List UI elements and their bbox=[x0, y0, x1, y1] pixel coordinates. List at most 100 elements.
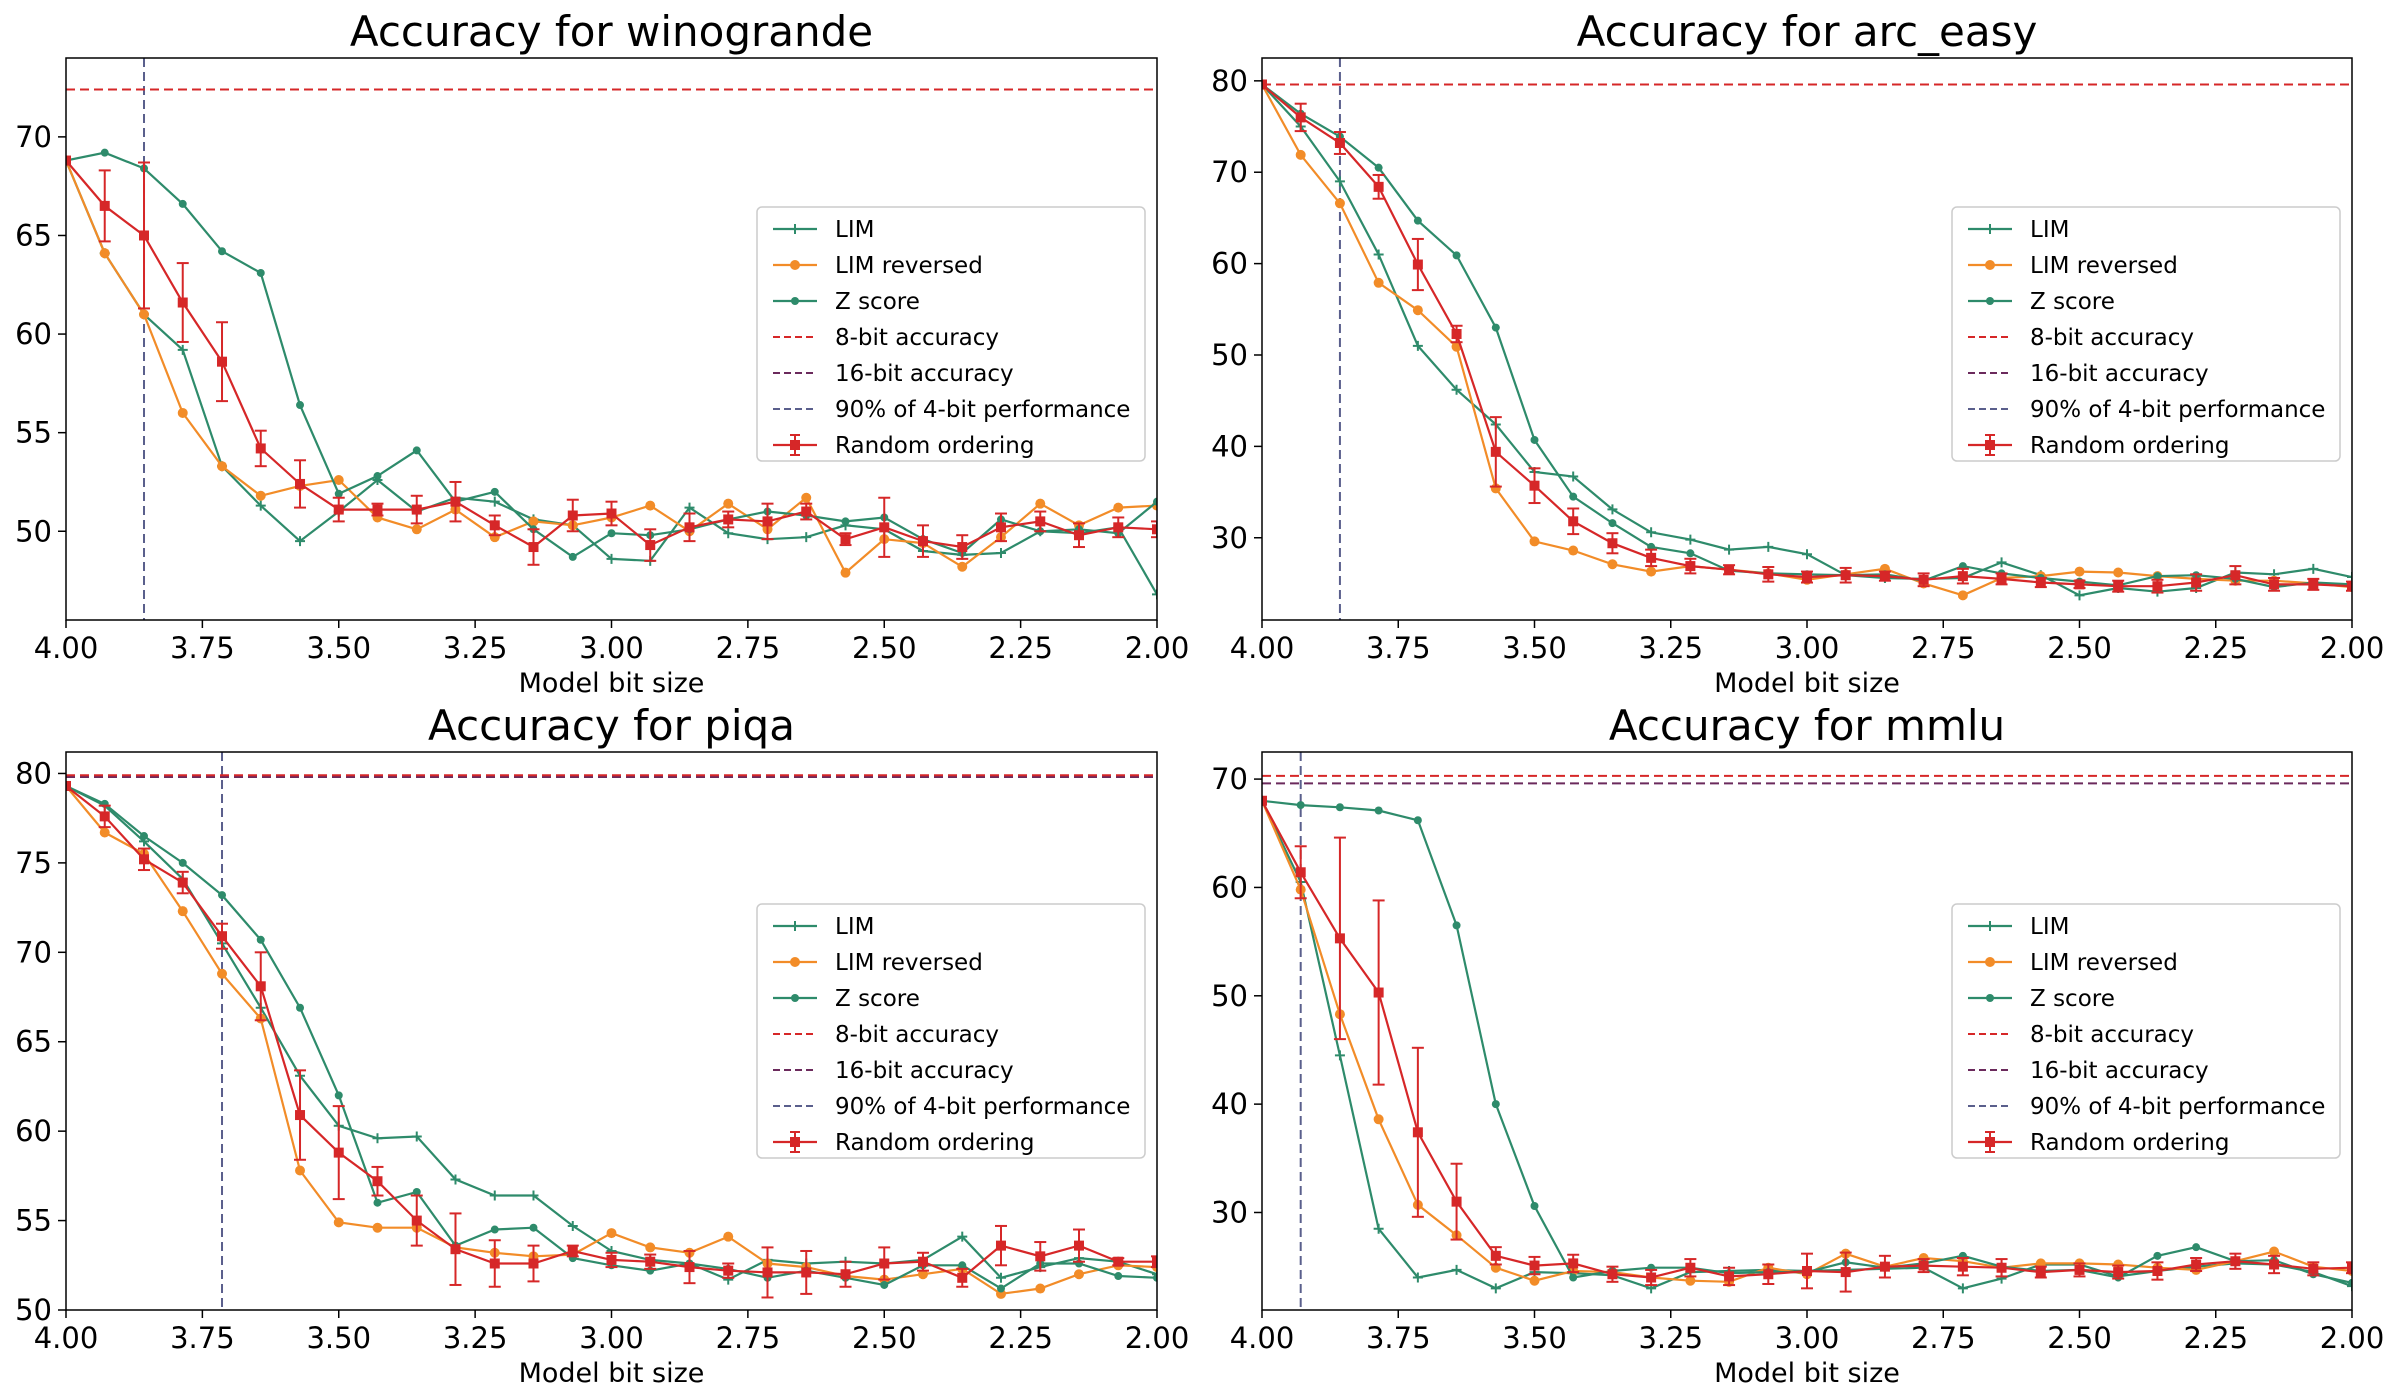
data-point bbox=[1295, 149, 1306, 160]
legend-swatch-marker bbox=[790, 921, 800, 931]
data-point bbox=[296, 1003, 305, 1012]
data-point bbox=[1073, 1269, 1084, 1280]
legend-entry: 16-bit accuracy bbox=[773, 361, 1014, 387]
legend-entry: Z score bbox=[773, 986, 920, 1012]
legend-entry: 8-bit accuracy bbox=[773, 325, 999, 351]
chart-panel-2: Accuracy for arc_easy 4.00 3.75 3.50 3.25 3.0… bbox=[1211, 7, 2384, 699]
legend-box bbox=[1951, 903, 2341, 1159]
data-point bbox=[1114, 1272, 1123, 1281]
data-point bbox=[1152, 1256, 1157, 1267]
legend-swatch-marker bbox=[790, 224, 800, 234]
data-point bbox=[1530, 1201, 1539, 1210]
x-tick-label: 2.50 bbox=[852, 1321, 917, 1355]
data-point bbox=[1608, 519, 1617, 528]
data-point bbox=[1334, 198, 1345, 209]
x-tick-label: 4.00 bbox=[1230, 631, 1295, 665]
data-point bbox=[723, 528, 734, 539]
legend: LIM LIM reversed Z score 8-bit accuracy 16-b… bbox=[756, 903, 1146, 1159]
data-point bbox=[879, 522, 890, 533]
data-point bbox=[218, 247, 227, 256]
data-point bbox=[1957, 571, 1968, 582]
x-tick-label: 4.00 bbox=[1230, 1321, 1295, 1355]
y-tick-label: 65 bbox=[15, 218, 52, 252]
data-point bbox=[177, 906, 188, 917]
data-point bbox=[1113, 522, 1124, 533]
data-point bbox=[99, 827, 110, 838]
legend-swatch-marker bbox=[1985, 260, 1995, 270]
data-point bbox=[958, 1261, 967, 1270]
legend-swatch-marker bbox=[790, 260, 800, 270]
data-point bbox=[372, 1222, 383, 1233]
data-point bbox=[1724, 1271, 1735, 1282]
data-point bbox=[1373, 1114, 1384, 1125]
data-point bbox=[645, 1256, 656, 1267]
data-point bbox=[2191, 577, 2202, 588]
data-point bbox=[995, 547, 1006, 558]
data-point bbox=[1490, 446, 1501, 457]
legend-entry: LIM reversed bbox=[1968, 253, 2178, 279]
data-point bbox=[1491, 1100, 1500, 1109]
data-point bbox=[2308, 579, 2319, 590]
data-point bbox=[801, 506, 812, 517]
data-point bbox=[1646, 527, 1657, 538]
y-tick-label: 80 bbox=[15, 756, 52, 790]
data-point bbox=[1957, 590, 1968, 601]
legend-label: Z score bbox=[835, 289, 920, 315]
legend-label: LIM reversed bbox=[2030, 253, 2178, 279]
data-point bbox=[177, 407, 188, 418]
data-point bbox=[528, 1258, 539, 1269]
data-point bbox=[2113, 581, 2124, 592]
data-point bbox=[1802, 572, 1812, 583]
legend-swatch-marker bbox=[1985, 957, 1995, 967]
data-point bbox=[140, 832, 149, 841]
x-tick-label: 3.00 bbox=[1775, 1321, 1840, 1355]
legend-swatch-marker bbox=[1985, 224, 1995, 234]
y-tick-label: 30 bbox=[1211, 1195, 1248, 1229]
legend-entry: Z score bbox=[1968, 289, 2115, 315]
data-point bbox=[801, 532, 812, 543]
data-point bbox=[1451, 1264, 1462, 1275]
data-point bbox=[450, 1244, 461, 1255]
data-point bbox=[1373, 181, 1384, 192]
data-point bbox=[255, 500, 266, 511]
legend-label: 8-bit accuracy bbox=[2030, 325, 2194, 351]
x-tick-label: 3.50 bbox=[306, 1321, 371, 1355]
x-tick-label: 2.00 bbox=[2320, 1321, 2385, 1355]
legend-box bbox=[756, 206, 1146, 462]
data-point bbox=[2153, 572, 2162, 581]
data-point bbox=[2191, 1259, 2202, 1270]
data-point bbox=[1412, 340, 1423, 351]
data-point bbox=[1569, 492, 1578, 501]
legend-entry: 8-bit accuracy bbox=[773, 1022, 999, 1048]
series-random-ordering bbox=[66, 780, 1157, 1299]
legend-label: LIM bbox=[835, 914, 874, 940]
data-point bbox=[411, 524, 422, 535]
x-tick-label: 2.25 bbox=[2183, 631, 2248, 665]
data-point bbox=[489, 496, 500, 507]
data-point bbox=[1490, 1283, 1501, 1294]
data-point bbox=[218, 891, 227, 900]
data-point bbox=[1334, 137, 1345, 148]
data-point bbox=[2113, 1267, 2124, 1278]
legend-swatch-marker bbox=[790, 957, 800, 967]
y-tick-label: 80 bbox=[1211, 64, 1248, 98]
data-point bbox=[2269, 579, 2280, 590]
y-tick-label: 40 bbox=[1211, 1087, 1248, 1121]
data-point bbox=[1646, 552, 1657, 563]
legend-entry: Random ordering bbox=[773, 1130, 1034, 1156]
data-point bbox=[1840, 1267, 1851, 1278]
legend-label: 16-bit accuracy bbox=[835, 1058, 1014, 1084]
legend-entry: Random ordering bbox=[773, 433, 1034, 459]
data-point bbox=[2074, 590, 2085, 601]
data-point bbox=[334, 489, 343, 498]
data-point bbox=[333, 1147, 344, 1158]
legend-label: Random ordering bbox=[2030, 1130, 2229, 1156]
legend-entry: Z score bbox=[1968, 986, 2115, 1012]
x-tick-label: 2.75 bbox=[716, 1321, 781, 1355]
legend-box bbox=[756, 903, 1146, 1159]
data-point bbox=[880, 1280, 889, 1289]
x-tick-label: 2.50 bbox=[2047, 1321, 2112, 1355]
data-point bbox=[2152, 1265, 2163, 1276]
x-tick-label: 2.75 bbox=[716, 631, 781, 665]
